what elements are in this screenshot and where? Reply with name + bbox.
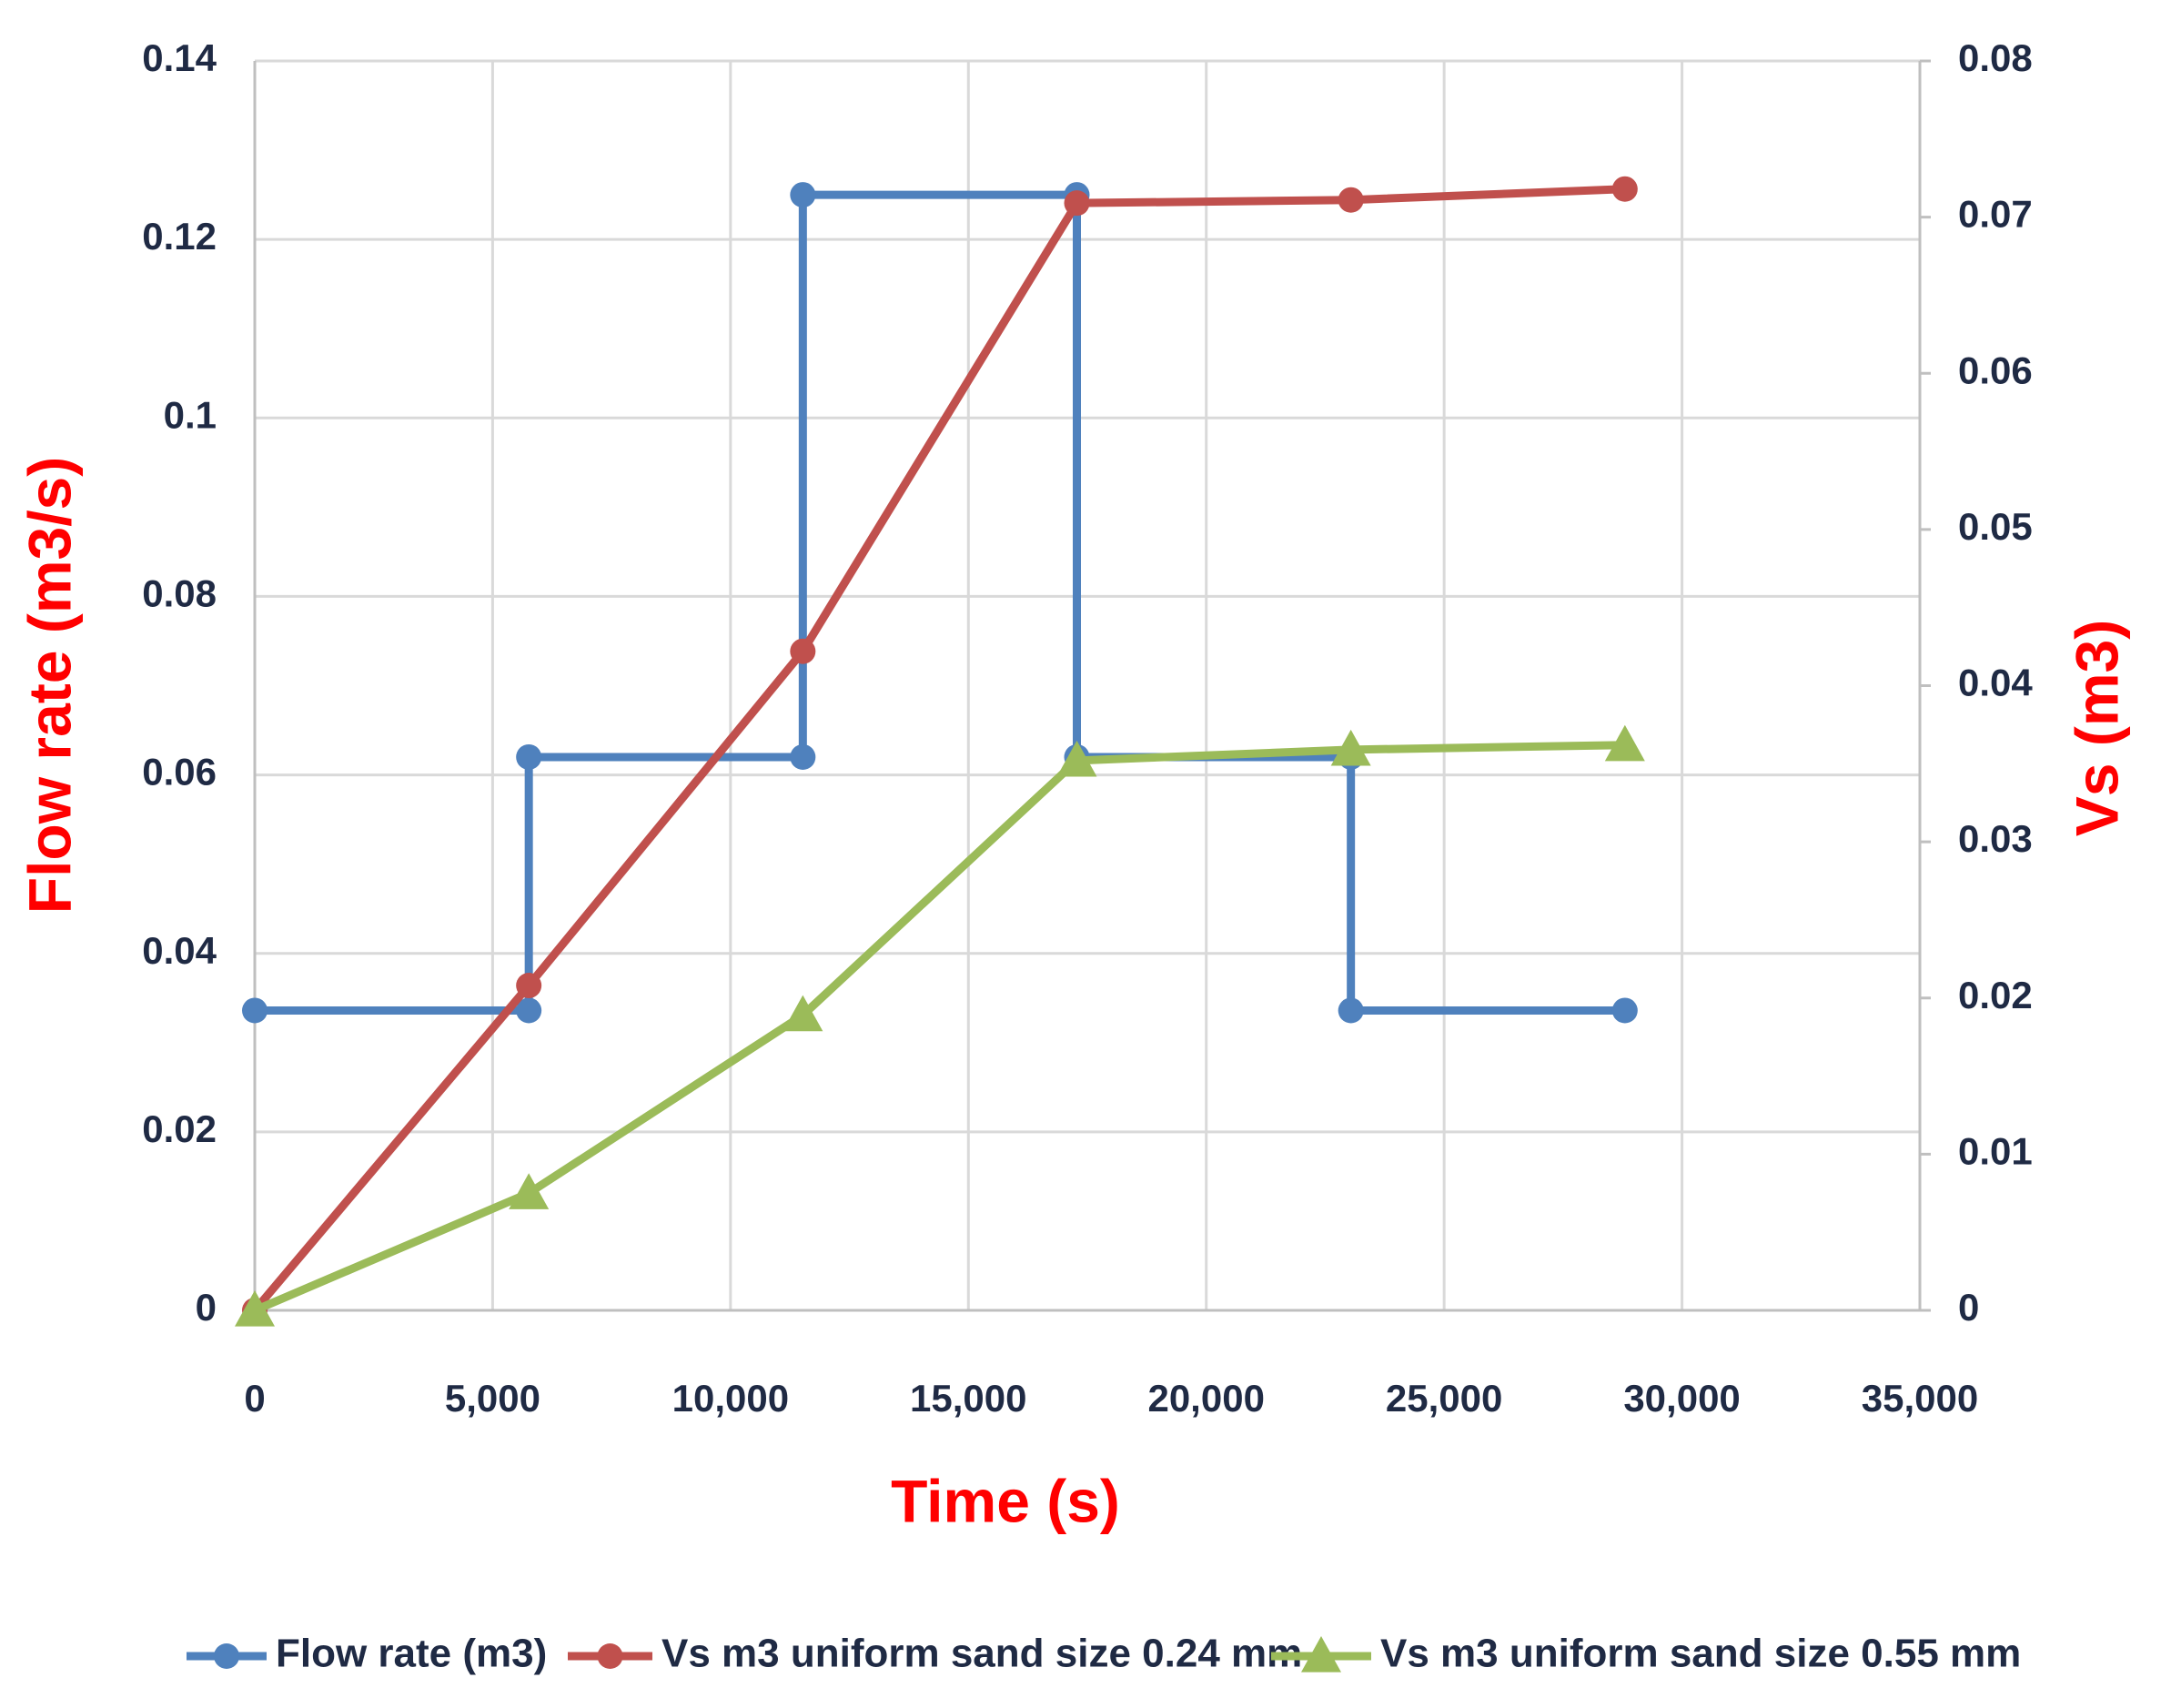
y2-tick-label: 0.06	[1958, 349, 2033, 391]
y2-tick-label: 0.08	[1958, 36, 2033, 79]
data-point	[1338, 997, 1364, 1024]
x-axis-title: Time (s)	[891, 1467, 1120, 1534]
series-line	[255, 190, 1625, 1015]
y2-axis-title: Vs (m3)	[2063, 620, 2130, 836]
y-tick-label: 0.06	[142, 751, 217, 793]
legend-label: Vs m3 uniform sand size 0.55 mm	[1380, 1632, 2021, 1676]
y-tick-label: 0.04	[142, 929, 217, 972]
data-point	[1611, 997, 1638, 1024]
x-tick-label: 10,000	[672, 1377, 789, 1420]
data-point	[242, 997, 268, 1024]
y2-tick-label: 0.04	[1958, 662, 2033, 704]
y2-tick-label: 0.05	[1958, 505, 2033, 548]
y2-tick-label: 0.01	[1958, 1129, 2033, 1172]
series-line	[251, 185, 1626, 1313]
data-point	[1330, 729, 1371, 766]
x-tick-label: 25,000	[1386, 1377, 1502, 1420]
y-tick-label: 0.12	[142, 215, 217, 258]
y-axis-title: Flow rate (m3/s)	[15, 457, 83, 914]
legend-marker	[597, 1643, 623, 1669]
data-point	[509, 1173, 550, 1209]
y2-tick-label: 0.03	[1958, 817, 2033, 860]
x-tick-label: 35,000	[1862, 1377, 1978, 1420]
data-point	[790, 743, 816, 770]
y-tick-label: 0.08	[142, 572, 217, 615]
data-point	[790, 182, 816, 208]
data-point	[1604, 724, 1645, 762]
y-tick-label: 0.02	[142, 1107, 217, 1150]
data-point	[790, 638, 816, 664]
y-tick-label: 0.1	[164, 393, 217, 436]
data-point	[1064, 190, 1090, 217]
x-tick-label: 30,000	[1623, 1377, 1740, 1420]
data-point	[1056, 740, 1097, 777]
data-point	[516, 973, 542, 999]
y-tick-label: 0.14	[142, 36, 217, 79]
x-tick-label: 15,000	[910, 1377, 1026, 1420]
data-point	[1611, 176, 1638, 202]
legend-marker	[214, 1643, 239, 1669]
legend-label: Flow rate (m3)	[276, 1632, 547, 1676]
data-point	[516, 743, 542, 770]
y2-tick-label: 0.02	[1958, 974, 2033, 1016]
y2-tick-label: 0.07	[1958, 193, 2033, 236]
x-tick-label: 20,000	[1147, 1377, 1264, 1420]
legend-marker	[1301, 1636, 1341, 1673]
series-line	[253, 741, 1625, 1315]
data-point	[516, 997, 542, 1024]
data-point	[783, 995, 823, 1032]
data-point	[1338, 187, 1364, 213]
x-tick-label: 5,000	[445, 1377, 540, 1420]
y2-tick-label: 0	[1958, 1286, 1979, 1329]
data-point	[235, 1290, 275, 1327]
y-tick-label: 0	[196, 1286, 217, 1329]
x-tick-label: 0	[244, 1377, 265, 1420]
legend-label: Vs m3 uniform sand size 0.24 mm	[661, 1632, 1302, 1676]
